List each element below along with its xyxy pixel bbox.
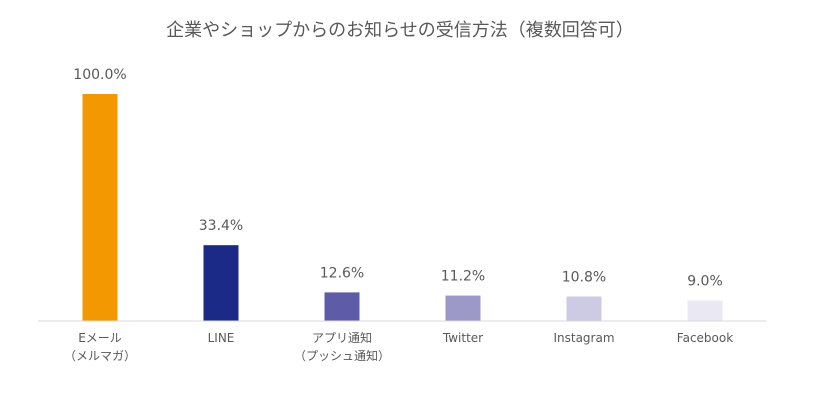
data-label-3: 11.2% <box>441 269 485 285</box>
bar-1 <box>203 245 239 321</box>
category-label-2-line-0: アプリ通知 <box>312 331 372 345</box>
bars-group: 100.0% 33.4% 12.6% 11.2% 10.8% 9.0% <box>73 67 723 321</box>
category-label-1: LINE <box>208 331 235 345</box>
data-label-4: 10.8% <box>562 269 606 285</box>
category-labels-group: Eメール （メルマガ） LINE アプリ通知 （プッシュ通知） Twitter Instag… <box>64 331 733 363</box>
bar-5 <box>687 300 723 321</box>
category-label-0-line-1: （メルマガ） <box>64 349 136 363</box>
data-label-5: 9.0% <box>687 274 723 290</box>
bar-4 <box>566 296 602 321</box>
data-label-1: 33.4% <box>199 218 243 234</box>
bar-3 <box>445 295 481 321</box>
category-label-5: Facebook <box>677 331 733 345</box>
data-label-2: 12.6% <box>320 265 364 281</box>
chart-title: 企業やショップからのお知らせの受信方法（複数回答可） <box>166 20 634 41</box>
bar-2 <box>324 292 360 321</box>
category-label-2-line-1: （プッシュ通知） <box>294 349 390 363</box>
category-label-0-line-0: Eメール <box>78 331 122 345</box>
category-label-4: Instagram <box>553 331 614 345</box>
bar-0 <box>82 94 118 321</box>
data-label-0: 100.0% <box>73 67 126 83</box>
category-label-3: Twitter <box>442 331 483 345</box>
